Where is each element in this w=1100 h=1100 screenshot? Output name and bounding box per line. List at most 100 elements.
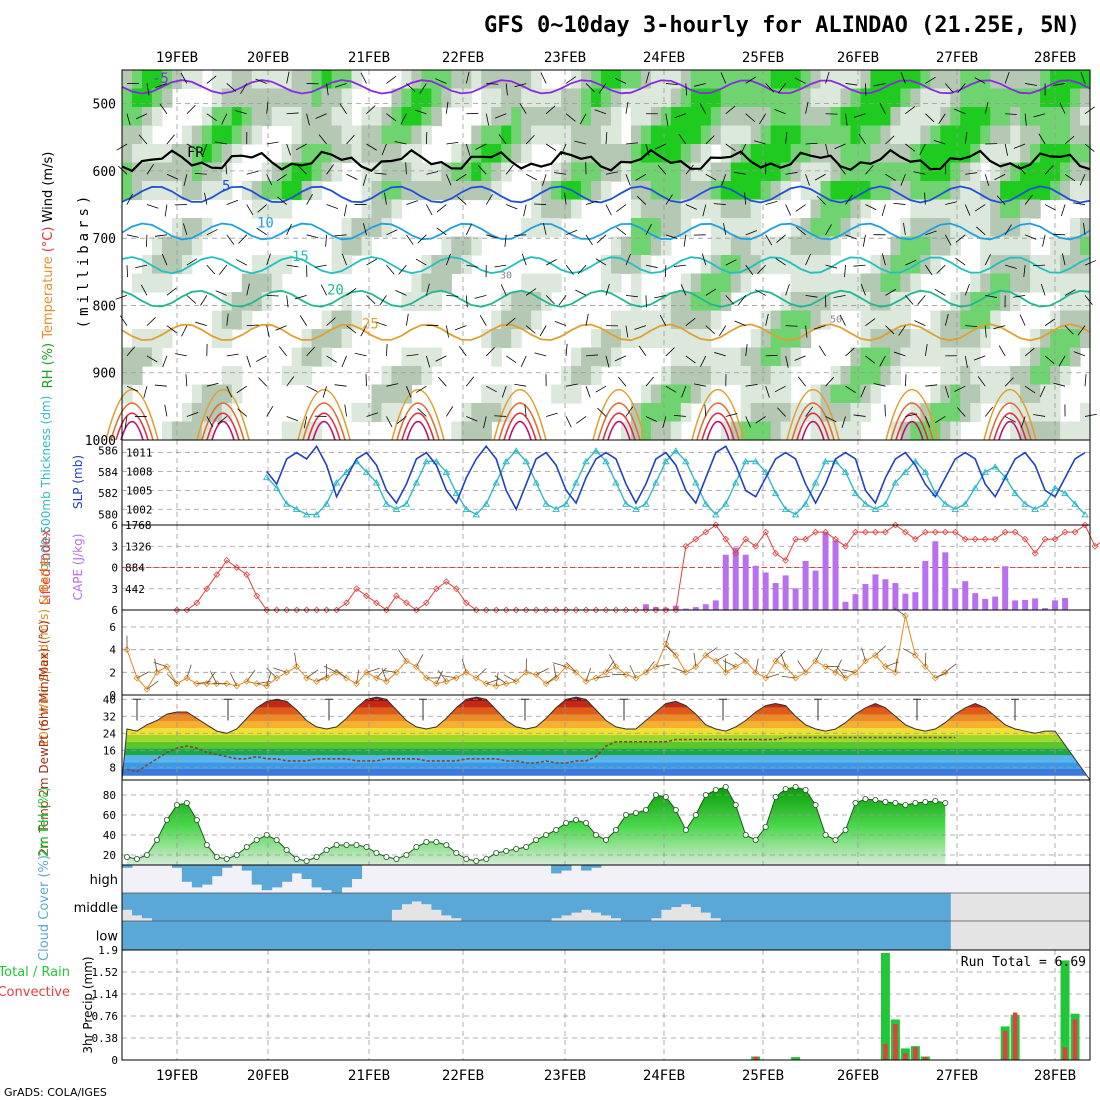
cloud-cell <box>730 921 742 950</box>
cloud-cell <box>610 921 622 950</box>
rh-cell <box>970 347 981 367</box>
thickness-marker <box>861 500 870 507</box>
wind-barb <box>858 133 866 145</box>
rh-cell <box>1080 70 1091 90</box>
rh-cell <box>1040 181 1051 201</box>
rh-cell <box>940 310 951 330</box>
rh-marker <box>143 852 150 859</box>
rh-cell <box>321 70 333 90</box>
temp-ylabel: 2m Temp 2m DewPt (6hr Min/Max) (°C) <box>37 620 51 855</box>
cloud-cell <box>151 893 163 921</box>
rh-cell <box>1040 403 1051 423</box>
rh-cell <box>491 384 502 404</box>
rh-cell <box>870 273 882 293</box>
rh-cell <box>431 255 442 275</box>
wind-barb <box>374 172 387 175</box>
wind-barb <box>1080 72 1086 84</box>
wind-barb <box>665 113 669 126</box>
rh-cell <box>381 366 393 386</box>
li-marker <box>832 535 839 543</box>
rh-cell <box>790 218 802 238</box>
rh-cell <box>860 125 872 145</box>
wind-barb <box>745 384 758 387</box>
wind-barb-10m <box>206 672 216 684</box>
rh-cell <box>211 88 223 108</box>
rh-marker <box>822 832 829 839</box>
rh-cell <box>880 273 892 293</box>
wind-marker <box>462 668 470 676</box>
warm-contour <box>302 402 346 441</box>
cloud-cell <box>800 893 812 921</box>
cloud-cell <box>551 893 562 919</box>
rh-cell <box>122 366 133 386</box>
rh-cell <box>231 88 243 108</box>
cloud-cell <box>331 865 343 893</box>
thickness-tick: 582 <box>98 487 118 500</box>
wind-barb-10m <box>765 673 780 679</box>
rh-marker <box>373 850 380 857</box>
rh-cell <box>970 125 981 145</box>
rh-cell <box>461 162 472 182</box>
rh-cell <box>970 70 981 90</box>
rh-cell <box>610 125 622 145</box>
rh-cell <box>151 329 163 349</box>
rh-cell <box>431 273 442 293</box>
rh-cell <box>481 329 492 349</box>
thickness-marker <box>542 500 550 507</box>
rh-cell <box>571 88 582 108</box>
wind-barb <box>725 259 737 266</box>
rh-cell <box>660 421 672 441</box>
rh-cell <box>900 88 911 108</box>
thickness-marker <box>572 479 580 486</box>
rh-cell <box>421 273 432 293</box>
rh-cell <box>840 292 852 312</box>
wind-barb-10m <box>902 648 916 656</box>
cloud-cell <box>620 921 632 950</box>
rh-cell <box>1030 347 1041 367</box>
rh-cell <box>720 88 732 108</box>
thickness-marker <box>711 511 720 518</box>
rh-cell <box>341 329 353 349</box>
rh-cell <box>261 162 273 182</box>
rh-cell <box>122 162 133 182</box>
rh-cell <box>940 403 951 423</box>
rh-cell <box>451 421 462 441</box>
dewpoint-line <box>126 736 956 773</box>
cape-bar <box>722 554 729 610</box>
rh-cell <box>810 310 822 330</box>
wind-barb <box>360 72 367 84</box>
rh-cell <box>1060 366 1071 386</box>
cloud-cell <box>161 893 173 921</box>
wind-barb <box>765 234 773 246</box>
wind-barb <box>237 408 248 417</box>
thickness-marker <box>821 457 830 465</box>
footer-credit: GrADS: COLA/IGES <box>4 1086 107 1099</box>
temp-band <box>122 728 1090 735</box>
cloud-cell <box>920 893 931 921</box>
rh-cell <box>790 88 802 108</box>
rh-cell <box>810 199 822 219</box>
wind-barb-10m <box>461 658 467 673</box>
rh-cell <box>910 125 921 145</box>
rh-cell <box>780 403 792 423</box>
rh-cell <box>690 125 702 145</box>
wind-barb <box>719 325 727 336</box>
rh-cell <box>191 70 203 90</box>
cloud-cell <box>281 921 293 950</box>
cloud-cell <box>301 865 313 879</box>
thickness-marker <box>1061 489 1069 497</box>
rh-marker <box>553 827 560 834</box>
li-marker <box>343 599 350 607</box>
rh-cell <box>241 310 253 330</box>
rh-cell <box>980 366 991 386</box>
wind-barb <box>635 173 647 181</box>
wind-marker <box>722 668 730 676</box>
rh-cell <box>660 384 672 404</box>
thickness-marker <box>991 463 999 470</box>
wind-barb <box>900 174 906 186</box>
wind-barb-10m <box>835 659 842 673</box>
rh-cell <box>411 88 422 108</box>
wind-barb <box>754 140 766 145</box>
rh-cell <box>700 310 712 330</box>
wind-barb <box>446 294 459 297</box>
